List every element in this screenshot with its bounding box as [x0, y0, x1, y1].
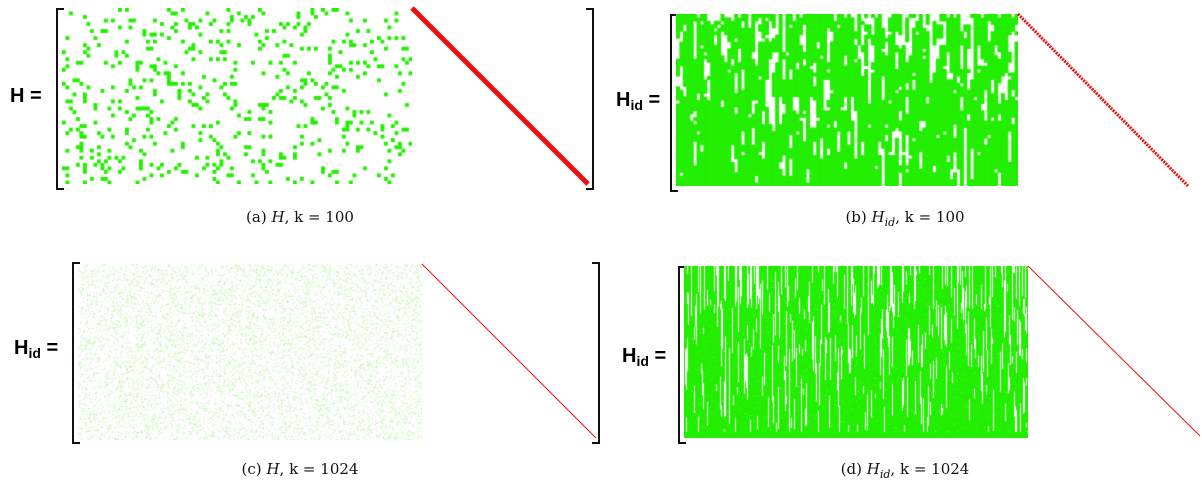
matrix-subscript: id — [28, 345, 41, 361]
right-bracket — [592, 262, 600, 444]
caption-k: , k = 1024 — [279, 460, 359, 478]
matrix-symbol: H — [10, 85, 25, 107]
caption-k: , k = 100 — [895, 208, 965, 226]
left-bracket — [56, 8, 64, 190]
left-bracket — [72, 262, 80, 444]
matrix-heatmap-b — [676, 14, 1018, 186]
equals-sign: = — [648, 89, 661, 111]
matrix-symbol: H — [14, 337, 29, 359]
identity-diagonal-c — [421, 263, 597, 439]
caption-symbol: H — [871, 208, 885, 226]
caption-k: , k = 100 — [284, 208, 354, 226]
matrix-heatmap-a — [62, 8, 412, 184]
matrix-heatmap-d — [684, 266, 1028, 438]
caption-c: (c) H, k = 1024 — [242, 460, 359, 481]
caption-subscript: id — [884, 216, 896, 229]
caption-symbol: H — [866, 460, 880, 478]
caption-symbol: H — [266, 460, 280, 478]
caption-k: , k = 1024 — [890, 460, 970, 478]
identity-diagonal-b — [1016, 12, 1190, 188]
diagonal-line — [410, 6, 590, 186]
matrix-label-c: Hid = — [14, 338, 58, 360]
identity-diagonal-a — [410, 6, 590, 186]
left-bracket — [670, 14, 678, 192]
matrix-label-d: Hid = — [622, 346, 666, 368]
diagonal-line — [1027, 265, 1201, 437]
matrix-subscript: id — [636, 353, 649, 369]
caption-symbol: H — [271, 208, 285, 226]
diagonal-line — [1016, 12, 1190, 188]
matrix-label-b: Hid = — [616, 90, 660, 112]
caption-tag: (c) — [241, 460, 262, 478]
matrix-label-a: H = — [10, 86, 42, 108]
identity-diagonal-d — [1027, 265, 1201, 437]
caption-subscript: id — [879, 468, 891, 481]
matrix-symbol: H — [622, 345, 637, 367]
caption-d: (d) Hid, k = 1024 — [841, 460, 970, 481]
equals-sign: = — [46, 337, 59, 359]
matrix-heatmap-c — [78, 264, 422, 440]
matrix-symbol: H — [616, 89, 631, 111]
right-bracket — [586, 8, 594, 190]
caption-tag: (d) — [840, 460, 862, 478]
equals-sign: = — [30, 85, 42, 107]
caption-tag: (b) — [845, 208, 867, 226]
equals-sign: = — [654, 345, 667, 367]
caption-b: (b) Hid, k = 100 — [845, 208, 964, 229]
diagonal-line — [421, 263, 597, 439]
caption-a: (a) H, k = 100 — [246, 208, 354, 229]
matrix-subscript: id — [630, 97, 643, 113]
caption-tag: (a) — [246, 208, 267, 226]
left-bracket — [678, 266, 686, 444]
